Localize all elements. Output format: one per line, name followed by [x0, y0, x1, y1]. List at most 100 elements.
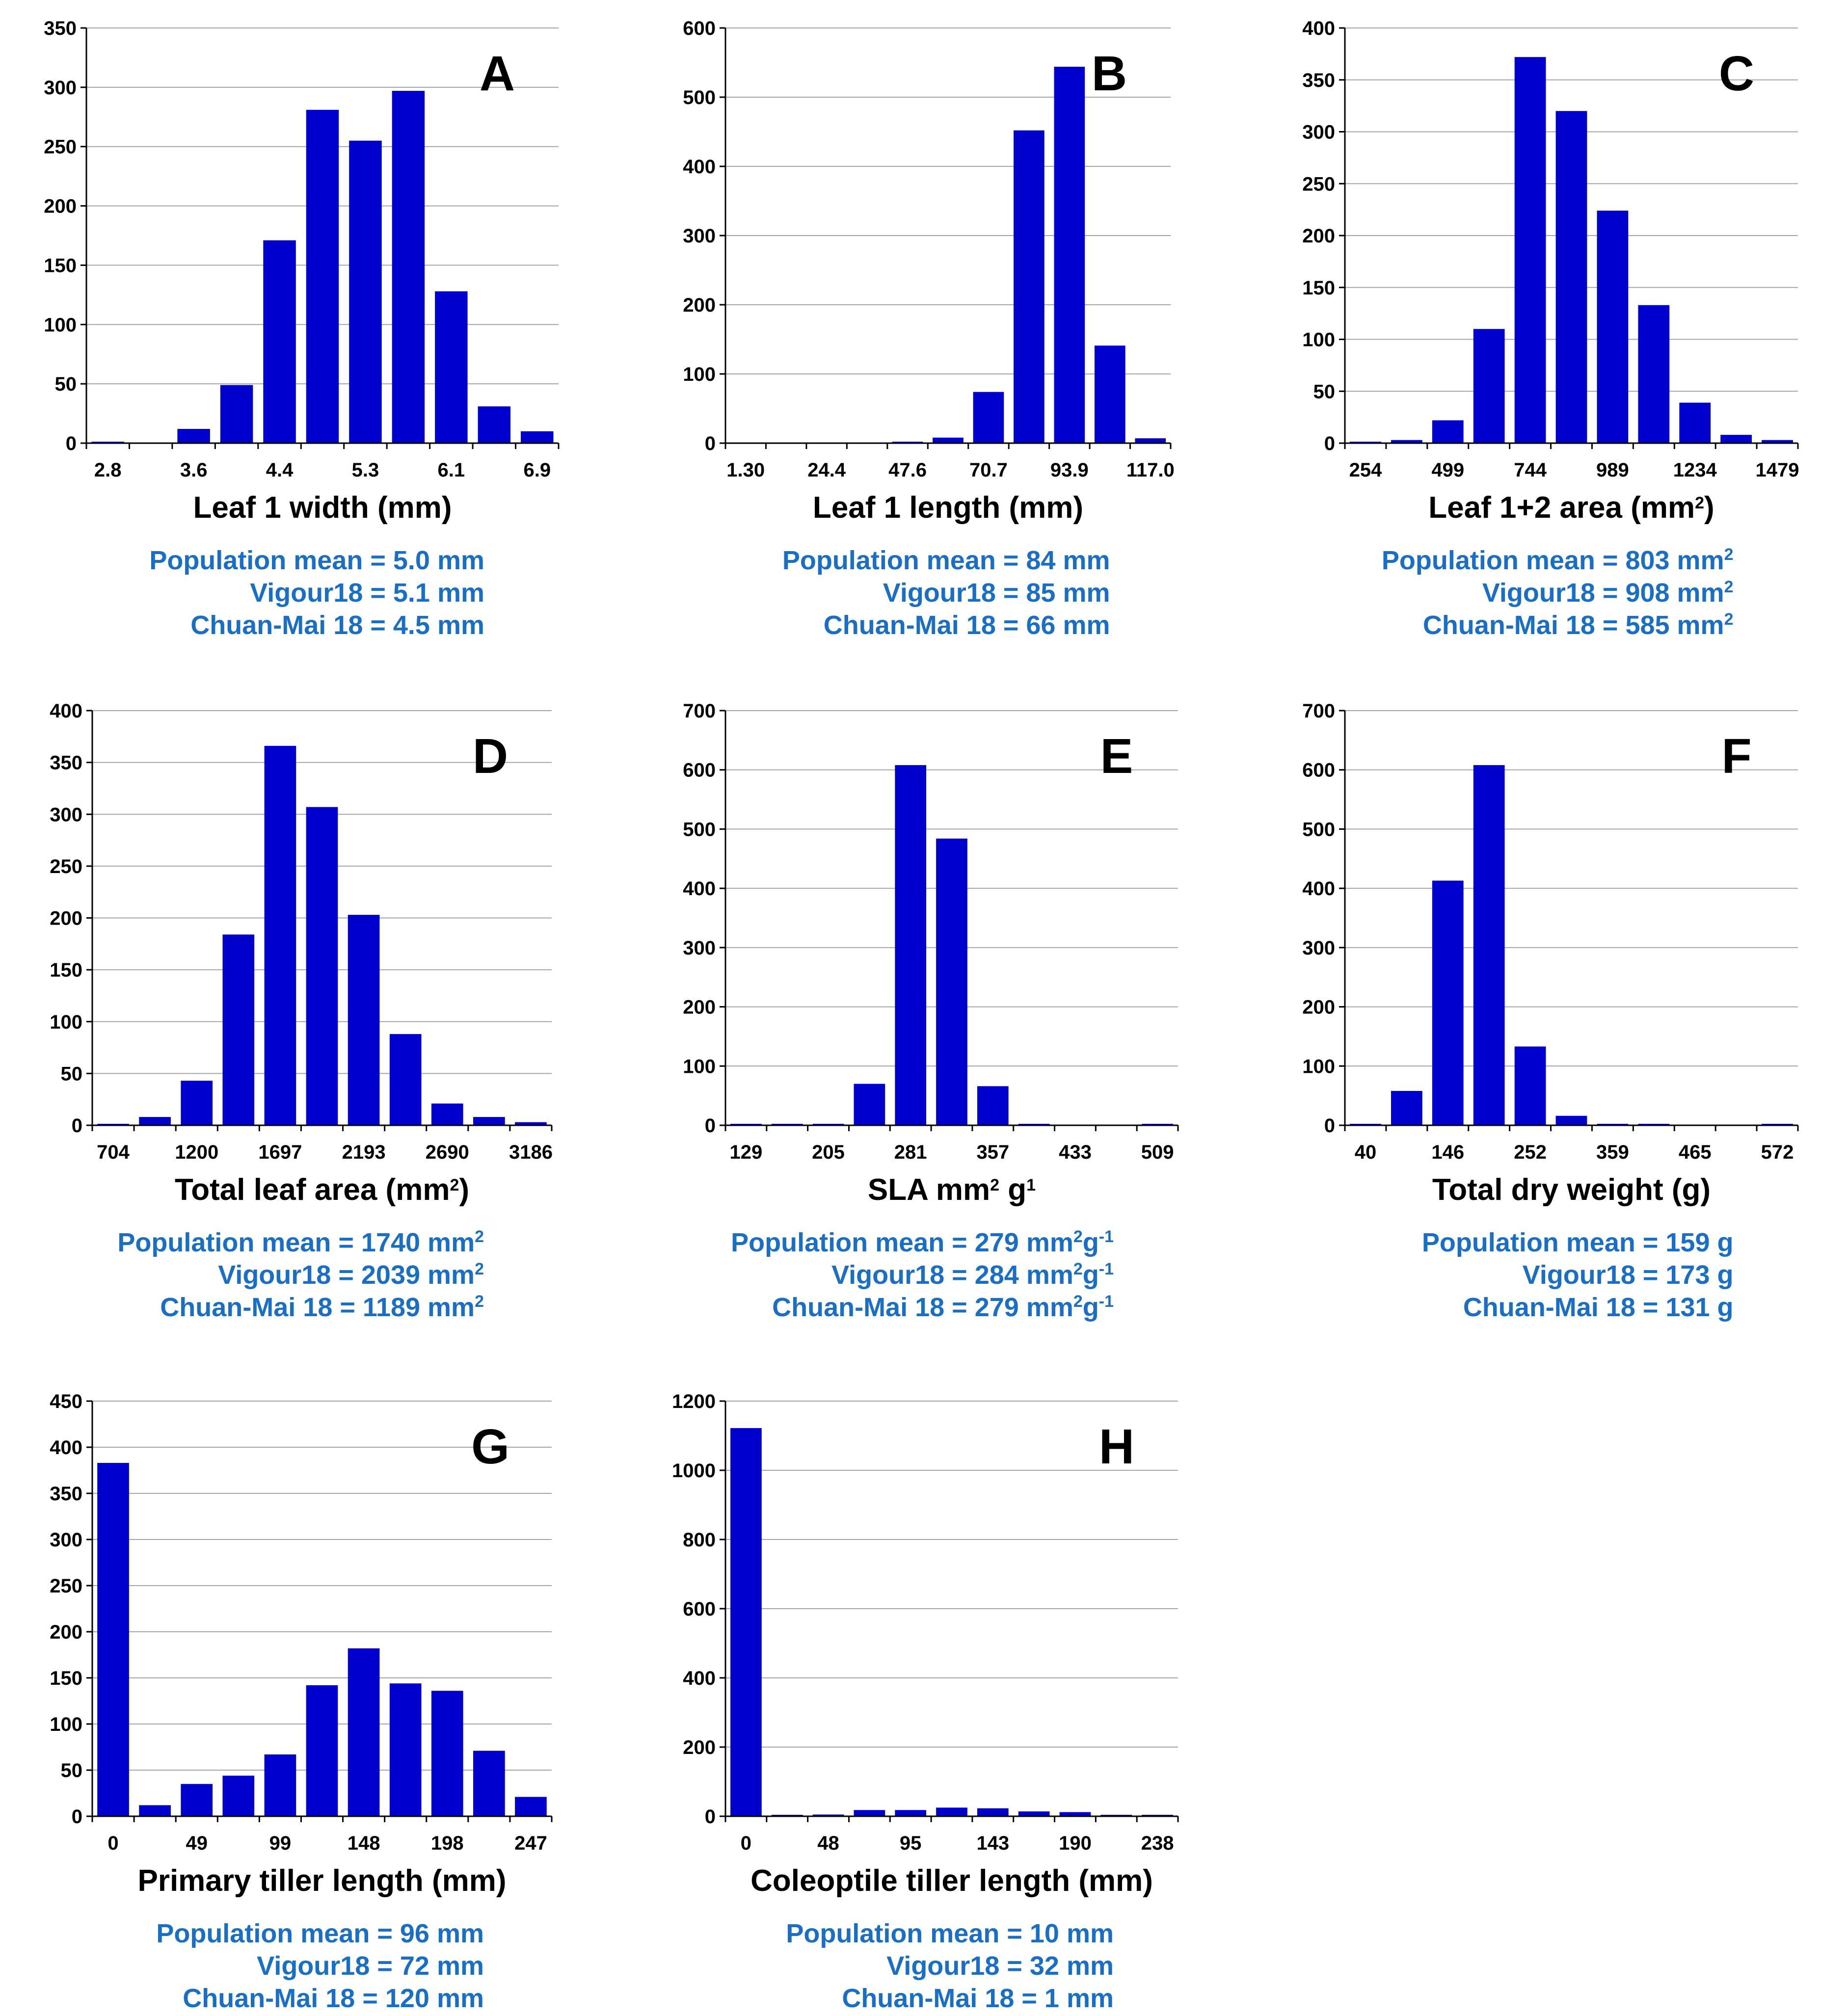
x-axis-title-d: Total leaf area (mm2): [175, 1173, 469, 1207]
chart-panel-b: 0 100 200 300 400 500 600 1.30 24.4 47.6 70.7 93.9 1…: [683, 18, 1174, 640]
x-axis-title-b-part-0: Leaf 1 length (mm): [813, 491, 1083, 525]
y-tick-label: 1200: [672, 1391, 716, 1412]
bar-f-306: [1555, 1115, 1587, 1125]
y-tick-label: 100: [44, 314, 77, 336]
x-axis-title-c-part-1: 2: [1695, 494, 1704, 512]
bar-a-5.7: [392, 91, 425, 443]
stat-chuan-mai-18-value-b-part-0: Chuan-Mai 18 = 66 mm: [824, 610, 1110, 640]
y-tick-label: 500: [1302, 819, 1335, 840]
stat-population-mean-a-part-0: Population mean = 5.0 mm: [149, 546, 484, 575]
x-tick-label: 40: [1355, 1141, 1377, 1163]
x-tick-label: 205: [812, 1141, 845, 1163]
y-tick-label: 300: [683, 225, 716, 247]
bar-g-99: [264, 1754, 296, 1816]
x-tick-label: 509: [1141, 1141, 1174, 1163]
y-tick-label: 200: [683, 997, 716, 1018]
bar-a-4.9: [306, 109, 339, 444]
stat-population-mean-c-part-1: 2: [1724, 545, 1734, 564]
x-tick-label: 1479: [1756, 459, 1799, 481]
x-axis-title-h-part-0: Coleoptile tiller length (mm): [750, 1864, 1153, 1898]
bar-b-117.0: [1135, 438, 1166, 443]
stat-vigour18-value-b-part-0: Vigour18 = 85 mm: [883, 578, 1110, 608]
stat-population-mean-d: Population mean = 1740 mm2: [117, 1227, 484, 1257]
bar-h-95: [895, 1810, 927, 1816]
x-axis-title-g: Primary tiller length (mm): [137, 1864, 506, 1898]
x-axis-title-b: Leaf 1 length (mm): [813, 491, 1083, 525]
bar-h-119: [936, 1807, 967, 1816]
x-tick-label: 2193: [342, 1141, 386, 1163]
stat-chuan-mai-18-value-e-part-0: Chuan-Mai 18 = 279 mm: [772, 1293, 1073, 1322]
stat-vigour18-value-e-part-1: 2: [1073, 1260, 1083, 1278]
stat-vigour18-value-d-part-0: Vigour18 = 2039 mm: [218, 1260, 475, 1290]
stat-chuan-mai-18-value-a: Chuan-Mai 18 = 4.5 mm: [190, 610, 484, 640]
bar-d-1945: [306, 807, 338, 1125]
stat-chuan-mai-18-value-d-part-0: Chuan-Mai 18 = 1189 mm: [160, 1293, 475, 1322]
y-tick-label: 400: [1302, 18, 1335, 39]
y-tick-label: 0: [66, 433, 77, 454]
x-tick-label: 93.9: [1050, 459, 1089, 481]
x-axis-title-e-part-0: SLA mm: [868, 1173, 990, 1207]
y-tick-label: 50: [61, 1760, 83, 1781]
stat-vigour18-value-d-part-1: 2: [475, 1260, 484, 1278]
bar-a-5.3: [349, 140, 382, 444]
stat-vigour18-value-f-part-0: Vigour18 = 173 g: [1523, 1260, 1734, 1290]
stat-vigour18-value-h: Vigour18 = 32 mm: [886, 1951, 1114, 1981]
x-tick-label: 24.4: [807, 459, 846, 481]
y-tick-label: 500: [683, 819, 716, 840]
stat-vigour18-value-f: Vigour18 = 173 g: [1523, 1260, 1734, 1290]
stat-chuan-mai-18-value-d: Chuan-Mai 18 = 1189 mm2: [160, 1292, 484, 1322]
bar-a-4.4: [263, 240, 296, 443]
y-tick-label: 100: [50, 1011, 82, 1033]
bar-d-2193: [348, 915, 380, 1125]
stat-vigour18-value-a: Vigour18 = 5.1 mm: [250, 578, 484, 608]
chart-panel-e: 0 100 200 300 400 500 600 700 129 205 281 357 433 509…: [683, 700, 1179, 1322]
y-tick-label: 250: [50, 856, 82, 877]
x-tick-label: 357: [976, 1141, 1009, 1163]
stat-vigour18-value-e-part-2: g: [1083, 1260, 1099, 1290]
y-tick-label: 350: [44, 18, 77, 39]
bar-d-1697: [264, 745, 296, 1125]
y-tick-label: 700: [1302, 700, 1335, 722]
stat-population-mean-a: Population mean = 5.0 mm: [149, 546, 484, 575]
y-tick-label: 200: [44, 196, 77, 217]
bar-c-1479: [1762, 440, 1793, 443]
stat-chuan-mai-18-value-c-part-1: 2: [1724, 610, 1734, 629]
stat-vigour18-value-g: Vigour18 = 72 mm: [257, 1951, 484, 1981]
panel-label-d: D: [473, 729, 508, 784]
panel-label-e: E: [1100, 729, 1133, 784]
x-axis-title-f-part-0: Total dry weight (g): [1432, 1173, 1711, 1207]
y-tick-label: 600: [1302, 760, 1335, 781]
stat-population-mean-d-part-1: 2: [475, 1227, 484, 1246]
bar-a-3.6: [177, 428, 210, 443]
bar-g-148: [348, 1648, 380, 1816]
y-tick-label: 250: [50, 1575, 82, 1597]
x-tick-label: 6.1: [438, 459, 465, 481]
panel-label-f: F: [1721, 729, 1751, 784]
x-tick-label: 148: [348, 1832, 380, 1854]
y-tick-label: 200: [1302, 997, 1335, 1018]
y-tick-label: 450: [50, 1391, 82, 1412]
stat-population-mean-e-part-1: 2: [1073, 1227, 1083, 1246]
x-tick-label: 6.9: [523, 459, 551, 481]
stat-population-mean-d-part-0: Population mean = 1740 mm: [117, 1228, 475, 1257]
x-tick-label: 499: [1431, 459, 1464, 481]
stat-population-mean-e: Population mean = 279 mm2g-1: [731, 1227, 1114, 1257]
x-tick-label: 146: [1431, 1141, 1464, 1163]
y-tick-label: 50: [55, 373, 77, 395]
y-tick-label: 300: [50, 804, 82, 825]
bar-c-989: [1597, 211, 1629, 443]
bar-e-357: [977, 1086, 1009, 1125]
x-tick-label: 4.4: [266, 459, 294, 481]
bar-d-1200: [181, 1081, 213, 1125]
y-tick-label: 400: [683, 878, 716, 900]
y-tick-label: 0: [705, 1806, 716, 1828]
stat-population-mean-e-part-3: -1: [1099, 1227, 1114, 1246]
x-tick-label: 1697: [258, 1141, 302, 1163]
stat-population-mean-f: Population mean = 159 g: [1422, 1228, 1734, 1257]
x-axis-title-c: Leaf 1+2 area (mm2): [1428, 491, 1714, 525]
chart-panel-a: 0 50 100 150 200 250 300 350 2.8 3.6 4.4 5.3 6.1 6.9 A…: [44, 18, 560, 640]
bar-b-82: [1014, 130, 1044, 443]
y-tick-label: 100: [683, 1056, 716, 1077]
x-axis-title-e-part-1: 2: [990, 1176, 999, 1194]
x-tick-label: 704: [97, 1141, 130, 1163]
